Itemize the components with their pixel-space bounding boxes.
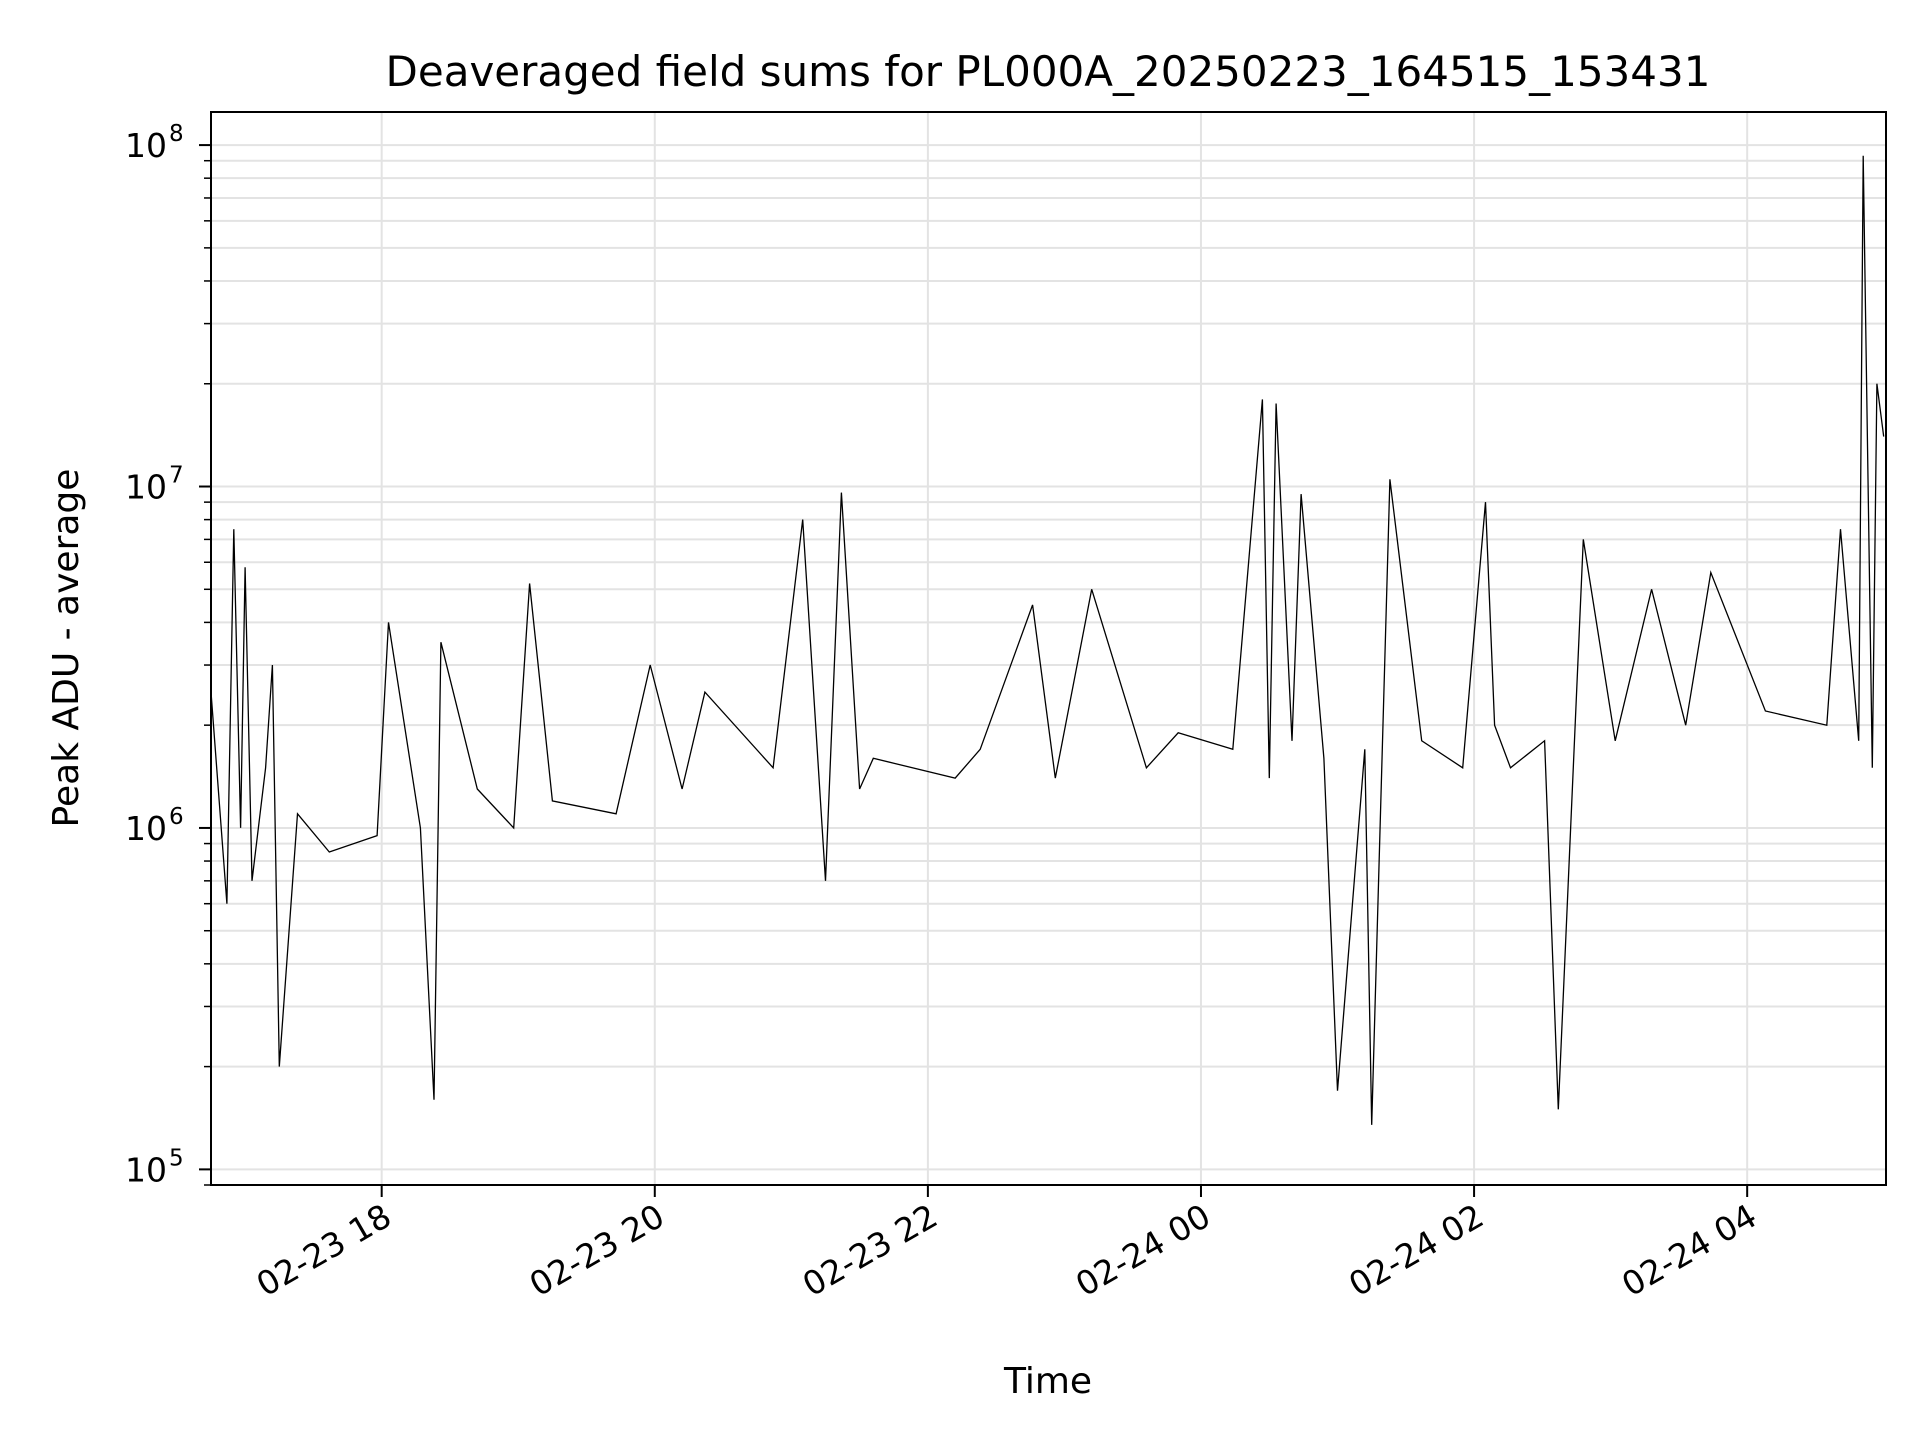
y-tick-exponent: 6 bbox=[169, 804, 184, 830]
x-axis-label: Time bbox=[1003, 1361, 1092, 1402]
y-tick-base: 10 bbox=[125, 1150, 167, 1189]
y-tick-label: 10 5 bbox=[125, 1145, 184, 1189]
chart-title: Deaveraged field sums for PL000A_2025022… bbox=[386, 47, 1711, 96]
plot-frame bbox=[210, 111, 1887, 1186]
y-axis-label: Peak ADU - average bbox=[46, 469, 87, 828]
series-line bbox=[211, 155, 1885, 1125]
y-tick-label: 10 7 bbox=[125, 463, 184, 507]
y-tick-exponent: 5 bbox=[169, 1145, 184, 1171]
y-tick-base: 10 bbox=[125, 126, 167, 165]
y-tick-base: 10 bbox=[125, 468, 167, 507]
y-tick-exponent: 8 bbox=[169, 121, 184, 147]
y-tick-label: 10 6 bbox=[125, 804, 184, 848]
y-tick-base: 10 bbox=[125, 809, 167, 848]
y-tick-label: 10 8 bbox=[125, 121, 184, 165]
y-tick-exponent: 7 bbox=[169, 463, 184, 489]
plot-area bbox=[211, 155, 1885, 1125]
